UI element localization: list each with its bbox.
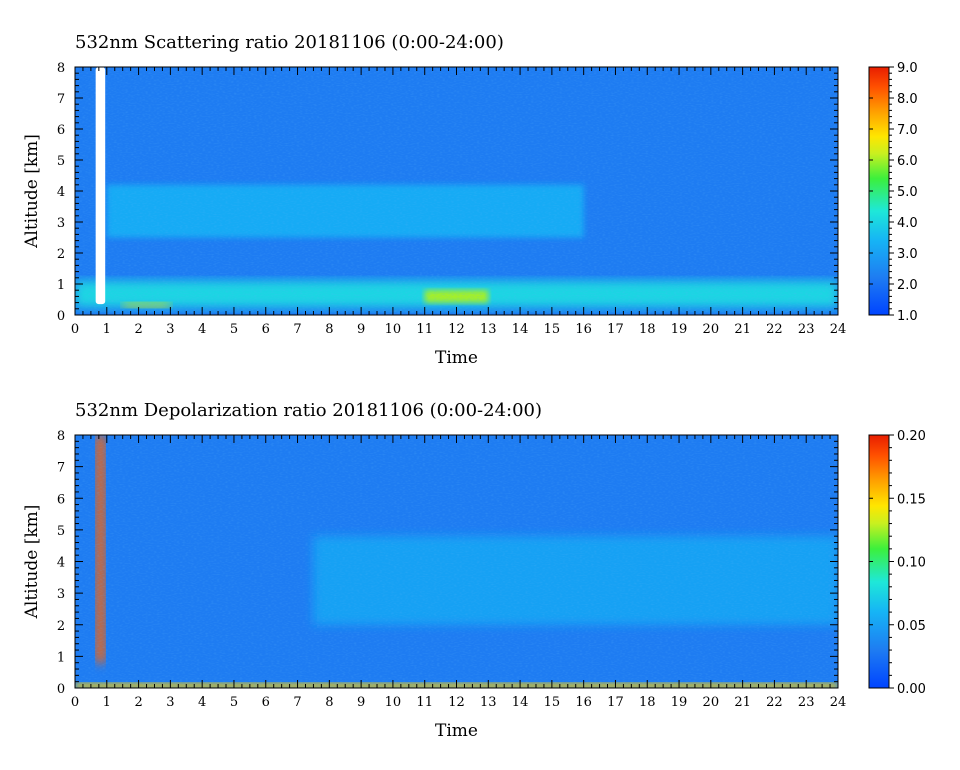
x-tick-label-sr: 3 xyxy=(166,322,174,337)
colorbar-tick-label-dr: 0.10 xyxy=(897,556,926,571)
depolarization-ratio-panel: 532nm Depolarization ratio 20181106 (0:0… xyxy=(22,400,926,741)
colorbar-tick-label-sr: 4.0 xyxy=(897,216,918,231)
x-tick-label-sr: 4 xyxy=(198,322,206,337)
x-tick-label-dr: 9 xyxy=(357,695,365,710)
x-tick-label-sr: 17 xyxy=(607,322,624,337)
x-tick-label-dr: 6 xyxy=(262,695,270,710)
x-tick-label-sr: 11 xyxy=(416,322,433,337)
x-tick-label-sr: 10 xyxy=(385,322,402,337)
x-tick-label-sr: 14 xyxy=(512,322,529,337)
y-tick-label-dr: 3 xyxy=(57,587,65,602)
x-tick-label-sr: 8 xyxy=(325,322,333,337)
y-tick-label-sr: 8 xyxy=(57,61,65,76)
heatmap-speckle xyxy=(75,67,838,315)
x-tick-label-dr: 2 xyxy=(134,695,142,710)
y-tick-label-dr: 1 xyxy=(57,650,65,665)
colorbar-tick-label-sr: 7.0 xyxy=(897,123,918,138)
y-tick-label-sr: 7 xyxy=(57,92,65,107)
colorbar-tick-label-sr: 9.0 xyxy=(897,61,918,76)
colorbar-tick-label-sr: 5.0 xyxy=(897,185,918,200)
y-tick-label-dr: 7 xyxy=(57,461,65,476)
x-tick-label-dr: 11 xyxy=(416,695,433,710)
colorbar-tick-label-sr: 6.0 xyxy=(897,154,918,169)
x-tick-label-sr: 19 xyxy=(671,322,688,337)
x-tick-label-dr: 7 xyxy=(293,695,301,710)
x-tick-label-dr: 4 xyxy=(198,695,206,710)
colorbar-tick-label-dr: 0.00 xyxy=(897,682,926,697)
y-tick-label-sr: 6 xyxy=(57,123,65,138)
x-tick-label-sr: 16 xyxy=(575,322,592,337)
x-tick-label-dr: 13 xyxy=(480,695,497,710)
x-tick-label-dr: 24 xyxy=(830,695,847,710)
scattering-ratio-panel: 532nm Scattering ratio 20181106 (0:00-24… xyxy=(22,32,918,368)
colorbar-tick-label-sr: 3.0 xyxy=(897,247,918,262)
y-tick-label-dr: 5 xyxy=(57,524,65,539)
x-tick-label-sr: 9 xyxy=(357,322,365,337)
x-tick-label-sr: 15 xyxy=(544,322,561,337)
y-tick-label-sr: 0 xyxy=(57,309,65,324)
x-tick-label-sr: 20 xyxy=(703,322,720,337)
x-tick-label-dr: 15 xyxy=(544,695,561,710)
depolarization-ratio-x-label: Time xyxy=(435,721,478,741)
colorbar-tick-label-sr: 2.0 xyxy=(897,278,918,293)
missing-data-column xyxy=(95,67,106,305)
y-tick-label-sr: 2 xyxy=(57,247,65,262)
x-tick-label-sr: 6 xyxy=(262,322,270,337)
y-tick-label-sr: 4 xyxy=(57,185,65,200)
x-tick-label-sr: 0 xyxy=(71,322,79,337)
x-tick-label-sr: 22 xyxy=(766,322,783,337)
colorbar-tick-label-sr: 1.0 xyxy=(897,309,918,324)
y-tick-label-dr: 2 xyxy=(57,619,65,634)
heatmap-speckle xyxy=(75,435,838,688)
y-tick-label-dr: 8 xyxy=(57,429,65,444)
colorbar-tick-label-dr: 0.20 xyxy=(897,429,926,444)
x-tick-label-dr: 19 xyxy=(671,695,688,710)
colorbar-tick-label-dr: 0.05 xyxy=(897,619,926,634)
colorbar-tick-label-sr: 8.0 xyxy=(897,92,918,107)
x-tick-label-dr: 5 xyxy=(230,695,238,710)
x-tick-label-dr: 21 xyxy=(734,695,751,710)
scattering-ratio-x-label: Time xyxy=(435,348,478,368)
x-tick-label-dr: 17 xyxy=(607,695,624,710)
x-tick-label-dr: 8 xyxy=(325,695,333,710)
depolarization-ratio-title: 532nm Depolarization ratio 20181106 (0:0… xyxy=(75,400,542,421)
x-tick-label-dr: 14 xyxy=(512,695,529,710)
scattering-ratio-title: 532nm Scattering ratio 20181106 (0:00-24… xyxy=(75,32,504,53)
y-tick-label-dr: 4 xyxy=(57,556,65,571)
x-tick-label-dr: 12 xyxy=(448,695,465,710)
depolarization-ratio-y-label: Altitude [km] xyxy=(22,505,42,620)
y-tick-label-sr: 5 xyxy=(57,154,65,169)
x-tick-label-sr: 12 xyxy=(448,322,465,337)
x-tick-label-sr: 13 xyxy=(480,322,497,337)
x-tick-label-dr: 22 xyxy=(766,695,783,710)
x-tick-label-sr: 7 xyxy=(293,322,301,337)
y-tick-label-sr: 3 xyxy=(57,216,65,231)
scattering-ratio-heatmap xyxy=(75,67,838,315)
y-tick-label-dr: 6 xyxy=(57,492,65,507)
depolarization-ratio-heatmap xyxy=(75,435,838,688)
x-tick-label-sr: 23 xyxy=(798,322,815,337)
x-tick-label-dr: 0 xyxy=(71,695,79,710)
y-tick-label-dr: 0 xyxy=(57,682,65,697)
x-tick-label-dr: 18 xyxy=(639,695,656,710)
x-tick-label-sr: 5 xyxy=(230,322,238,337)
x-tick-label-sr: 21 xyxy=(734,322,751,337)
x-tick-label-dr: 10 xyxy=(385,695,402,710)
x-tick-label-dr: 16 xyxy=(575,695,592,710)
x-tick-label-sr: 1 xyxy=(103,322,111,337)
x-tick-label-sr: 24 xyxy=(830,322,847,337)
x-tick-label-dr: 3 xyxy=(166,695,174,710)
scattering-ratio-y-label: Altitude [km] xyxy=(22,134,42,249)
x-tick-label-dr: 20 xyxy=(703,695,720,710)
x-tick-label-dr: 23 xyxy=(798,695,815,710)
y-tick-label-sr: 1 xyxy=(57,278,65,293)
colorbar-tick-label-dr: 0.15 xyxy=(897,492,926,507)
x-tick-label-sr: 2 xyxy=(134,322,142,337)
x-tick-label-dr: 1 xyxy=(103,695,111,710)
x-tick-label-sr: 18 xyxy=(639,322,656,337)
